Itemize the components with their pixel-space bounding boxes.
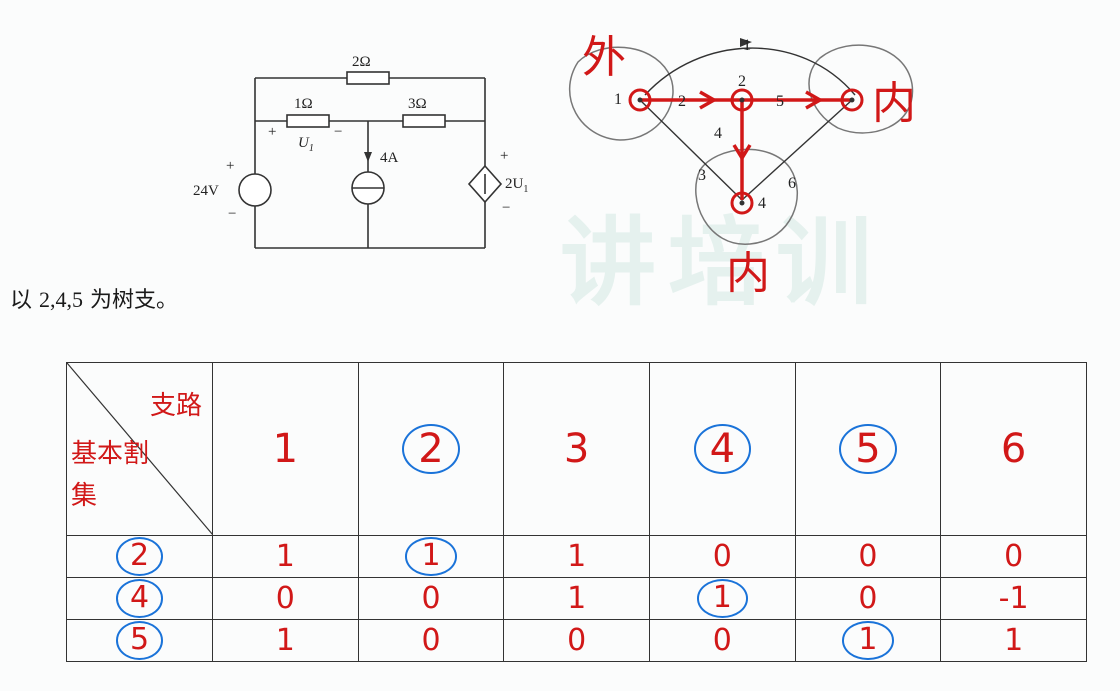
column-header-branch-2: 2 bbox=[357, 362, 505, 536]
table-cell: 0 bbox=[940, 535, 1087, 578]
caption-suffix: 为树支。 bbox=[83, 288, 178, 313]
row-label-cutset-4: 4 bbox=[66, 577, 213, 620]
circuit-diagram: 2Ω 1Ω 3Ω 24V 4A 2U1 U1 + − + − + − bbox=[193, 54, 528, 249]
node-1-label: 1 bbox=[614, 91, 622, 108]
branch-6-edge bbox=[741, 99, 853, 201]
annotation-inner-bottom: 内 bbox=[726, 248, 770, 299]
annotation-inner-right: 内 bbox=[872, 78, 916, 129]
cutset-matrix-table: 支路 基本割集 1 2 3 4 5 6 2 1 1 1 0 0 0 4 0 0 … bbox=[66, 362, 1087, 662]
plus-24v: + bbox=[226, 158, 234, 174]
voltage-source-icon bbox=[238, 173, 272, 207]
label-3ohm: 3Ω bbox=[408, 96, 427, 112]
graph-diagram: 1 2 4 1 2 3 4 5 6 外 内 内 bbox=[568, 32, 916, 299]
table-cell: 1 bbox=[794, 619, 942, 662]
table-header-row: 支路 基本割集 1 2 3 4 5 6 bbox=[66, 362, 1087, 536]
label-2u1: 2U1 bbox=[505, 176, 528, 195]
table-cell: 1 bbox=[212, 619, 359, 662]
watermark: 讲培训 bbox=[560, 207, 884, 319]
table-cell: 1 bbox=[357, 535, 505, 578]
caption: 以 2,4,5 为树支。 bbox=[10, 282, 178, 314]
branch-3-edge bbox=[639, 99, 743, 201]
node-2-label: 2 bbox=[738, 73, 746, 90]
column-header-branch-5: 5 bbox=[794, 362, 942, 536]
label-4a: 4A bbox=[380, 150, 399, 166]
branch-5-label: 5 bbox=[776, 93, 784, 110]
node-4-icon bbox=[730, 191, 754, 215]
table-row: 5 1 0 0 0 1 1 bbox=[66, 619, 1087, 662]
table-cell: 0 bbox=[794, 577, 942, 620]
branch-3-label: 3 bbox=[698, 167, 706, 184]
table-corner-cell: 支路 基本割集 bbox=[66, 362, 213, 536]
node-1-icon bbox=[628, 88, 652, 112]
table-cell: 0 bbox=[212, 577, 359, 620]
corner-label-cutset: 基本割集 bbox=[71, 439, 150, 511]
resistor-3ohm bbox=[402, 114, 446, 128]
table-cell: -1 bbox=[940, 577, 1087, 620]
table-row: 4 0 0 1 1 0 -1 bbox=[66, 577, 1087, 620]
minus-u1: − bbox=[334, 124, 342, 140]
table-cell: 1 bbox=[212, 535, 359, 578]
row-label-cutset-2: 2 bbox=[66, 535, 213, 578]
branch-6-label: 6 bbox=[788, 175, 796, 192]
plus-u1: + bbox=[268, 124, 276, 140]
plus-dep: + bbox=[500, 148, 508, 164]
node-4-label: 4 bbox=[758, 195, 766, 212]
table-cell: 0 bbox=[648, 535, 796, 578]
column-header-branch-1: 1 bbox=[212, 362, 359, 536]
row-label-cutset-5: 5 bbox=[66, 619, 213, 662]
node-3-icon bbox=[840, 88, 864, 112]
caption-numbers: 2,4,5 bbox=[39, 287, 83, 312]
annotation-outer: 外 bbox=[582, 32, 626, 83]
column-header-branch-6: 6 bbox=[940, 362, 1087, 536]
column-header-branch-4: 4 bbox=[648, 362, 796, 536]
label-u1: U1 bbox=[298, 135, 314, 154]
table-cell: 0 bbox=[357, 577, 505, 620]
table-cell: 1 bbox=[940, 619, 1087, 662]
branch-4-label: 4 bbox=[714, 125, 722, 142]
minus-dep: − bbox=[502, 200, 510, 216]
branch-2-label: 2 bbox=[678, 93, 686, 110]
node-2-icon bbox=[730, 88, 754, 112]
label-24v: 24V bbox=[193, 183, 219, 199]
table-cell: 1 bbox=[503, 577, 650, 620]
table-cell: 0 bbox=[648, 619, 796, 662]
branch-1-label: 1 bbox=[743, 37, 751, 54]
cutset-loop-outer bbox=[568, 46, 674, 141]
table-cell: 0 bbox=[794, 535, 942, 578]
branch-1-edge bbox=[644, 47, 856, 96]
label-1ohm: 1Ω bbox=[294, 96, 313, 112]
resistor-1ohm bbox=[286, 114, 330, 128]
table-cell: 1 bbox=[503, 535, 650, 578]
caption-prefix: 以 bbox=[10, 288, 39, 313]
current-arrow-icon bbox=[364, 152, 372, 162]
corner-label-branch: 支路 bbox=[149, 391, 202, 421]
resistor-2ohm bbox=[346, 71, 390, 85]
label-2ohm: 2Ω bbox=[352, 54, 371, 70]
minus-24v: − bbox=[228, 206, 236, 222]
column-header-branch-3: 3 bbox=[503, 362, 650, 536]
table-row: 2 1 1 1 0 0 0 bbox=[66, 535, 1087, 578]
table-cell: 0 bbox=[503, 619, 650, 662]
table-cell: 1 bbox=[648, 577, 796, 620]
table-cell: 0 bbox=[357, 619, 505, 662]
